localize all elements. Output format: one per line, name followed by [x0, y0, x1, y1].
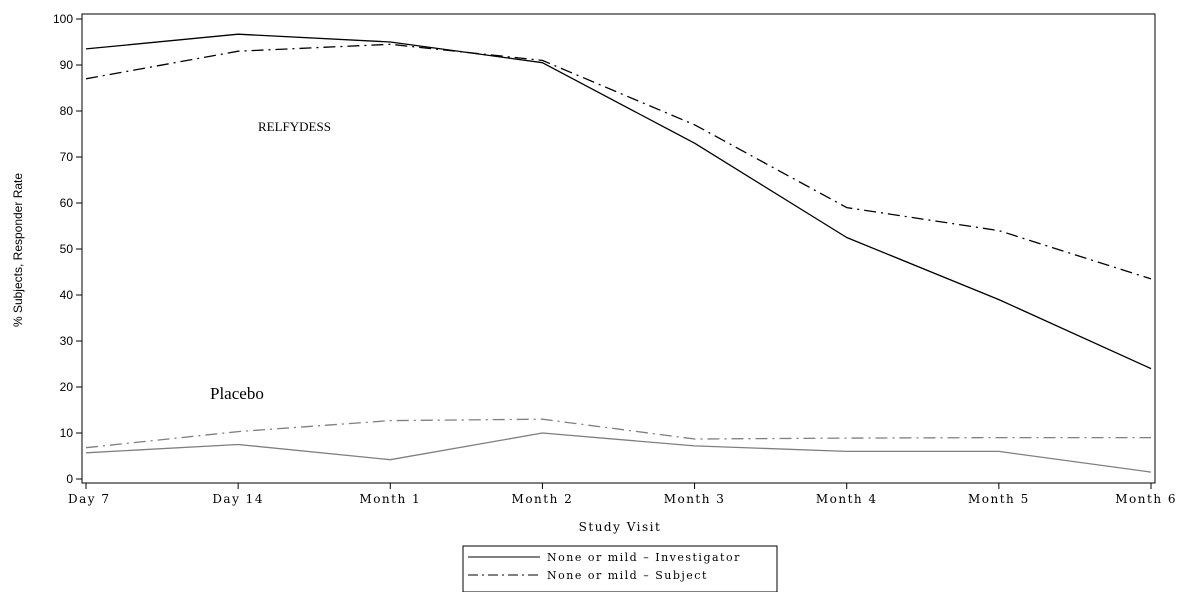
y-tick-label: 70	[60, 150, 74, 164]
x-axis: Day 7 Day 14 Month 1 Month 2 Month 3 Month 4 M…	[68, 483, 1177, 506]
y-tick-label: 10	[60, 426, 74, 440]
series-line-placebo-dashdot	[85, 418, 1151, 449]
y-tick-label: 80	[60, 104, 74, 118]
legend-label-subject: None or mild – Subject	[547, 569, 708, 582]
y-tick-label: 40	[60, 288, 74, 302]
annotation-placebo: Placebo	[210, 384, 264, 403]
series-layer	[85, 33, 1152, 473]
annotation-relfydess: RELFYDESS	[258, 119, 331, 134]
y-tick-label: 30	[60, 334, 74, 348]
y-axis-label: % Subjects, Responder Rate	[11, 173, 25, 327]
x-axis-label: Study Visit	[579, 520, 662, 534]
x-tick-label: Month 2	[512, 492, 574, 506]
x-tick-label: Month 4	[816, 492, 878, 506]
legend-label-investigator: None or mild – Investigator	[547, 551, 741, 564]
x-tick-label: Month 5	[968, 492, 1030, 506]
series-line-relfydess-solid	[85, 33, 1152, 370]
y-tick-label: 50	[60, 242, 74, 256]
y-tick-label: 60	[60, 196, 74, 210]
x-tick-label: Month 1	[359, 492, 421, 506]
y-tick-label: 0	[66, 472, 73, 486]
x-tick-label: Month 3	[664, 492, 726, 506]
legend: None or mild – Investigator None or mild…	[462, 545, 778, 592]
y-tick-label: 100	[53, 12, 73, 26]
y-tick-label: 90	[60, 58, 74, 72]
series-line-placebo-solid	[85, 432, 1152, 473]
x-tick-label: Month 6	[1115, 492, 1177, 506]
plot-border	[81, 13, 1156, 484]
plot-frame	[81, 13, 1156, 484]
x-tick-label: Day 14	[212, 492, 264, 506]
y-tick-label: 20	[60, 380, 74, 394]
series-line-relfydess-dashdot	[85, 43, 1152, 280]
y-axis: 0 10 20 30 40 50 60 70 80 90 100	[53, 12, 82, 486]
legend-box	[462, 545, 778, 592]
x-tick-label: Day 7	[68, 492, 111, 506]
